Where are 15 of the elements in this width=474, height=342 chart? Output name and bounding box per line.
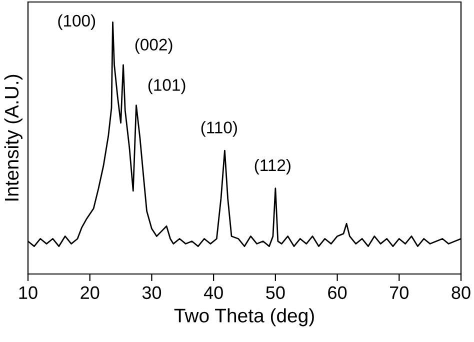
annotation: (101): [148, 78, 186, 94]
x-tick-label: 60: [328, 286, 347, 300]
x-tick-label: 20: [80, 286, 100, 300]
x-tick-label: 10: [19, 286, 38, 300]
x-tick-label: 50: [266, 286, 285, 300]
x-tick-label: 70: [390, 286, 408, 300]
x-tick-label: 30: [142, 286, 162, 300]
x-axis-title: Two Theta (deg): [174, 308, 314, 326]
annotation: (100): [58, 14, 96, 30]
x-tick-label: 40: [204, 286, 223, 300]
annotation: (002): [135, 38, 172, 54]
annotation: (110): [201, 121, 237, 137]
y-axis-title: Intensity (A.U.): [4, 74, 22, 200]
x-tick-label: 80: [452, 286, 470, 300]
annotation: (112): [254, 158, 290, 174]
